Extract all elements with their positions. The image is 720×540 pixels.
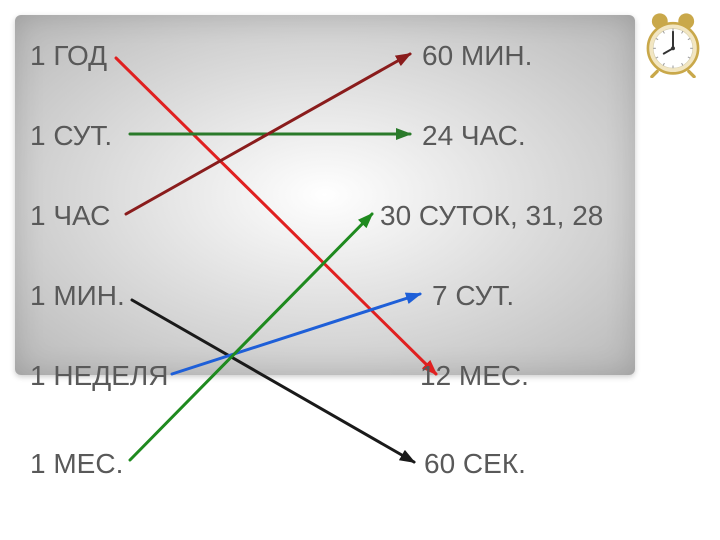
left-term-god: 1 ГОД: [30, 40, 107, 72]
left-term-sut: 1 СУТ.: [30, 120, 112, 152]
right-term-r60min: 60 МИН.: [422, 40, 532, 72]
left-term-chas: 1 ЧАС: [30, 200, 110, 232]
diagram-stage: 1 ГОД 1 СУТ. 1 ЧАС 1 МИН. 1 НЕДЕЛЯ 1 МЕС. 60 М…: [0, 0, 720, 540]
right-term-r7sut: 7 СУТ.: [432, 280, 514, 312]
background-panel: [15, 15, 635, 375]
right-term-r24chas: 24 ЧАС.: [422, 120, 526, 152]
right-term-r60sek: 60 СЕК.: [424, 448, 526, 480]
left-term-min: 1 МИН.: [30, 280, 125, 312]
right-term-r12mes: 12 МЕС.: [420, 360, 529, 392]
alarm-clock-icon: [640, 12, 706, 78]
right-term-r30sut: 30 СУТОК, 31, 28: [380, 200, 603, 232]
left-term-nedelya: 1 НЕДЕЛЯ: [30, 360, 168, 392]
left-term-mes: 1 МЕС.: [30, 448, 123, 480]
